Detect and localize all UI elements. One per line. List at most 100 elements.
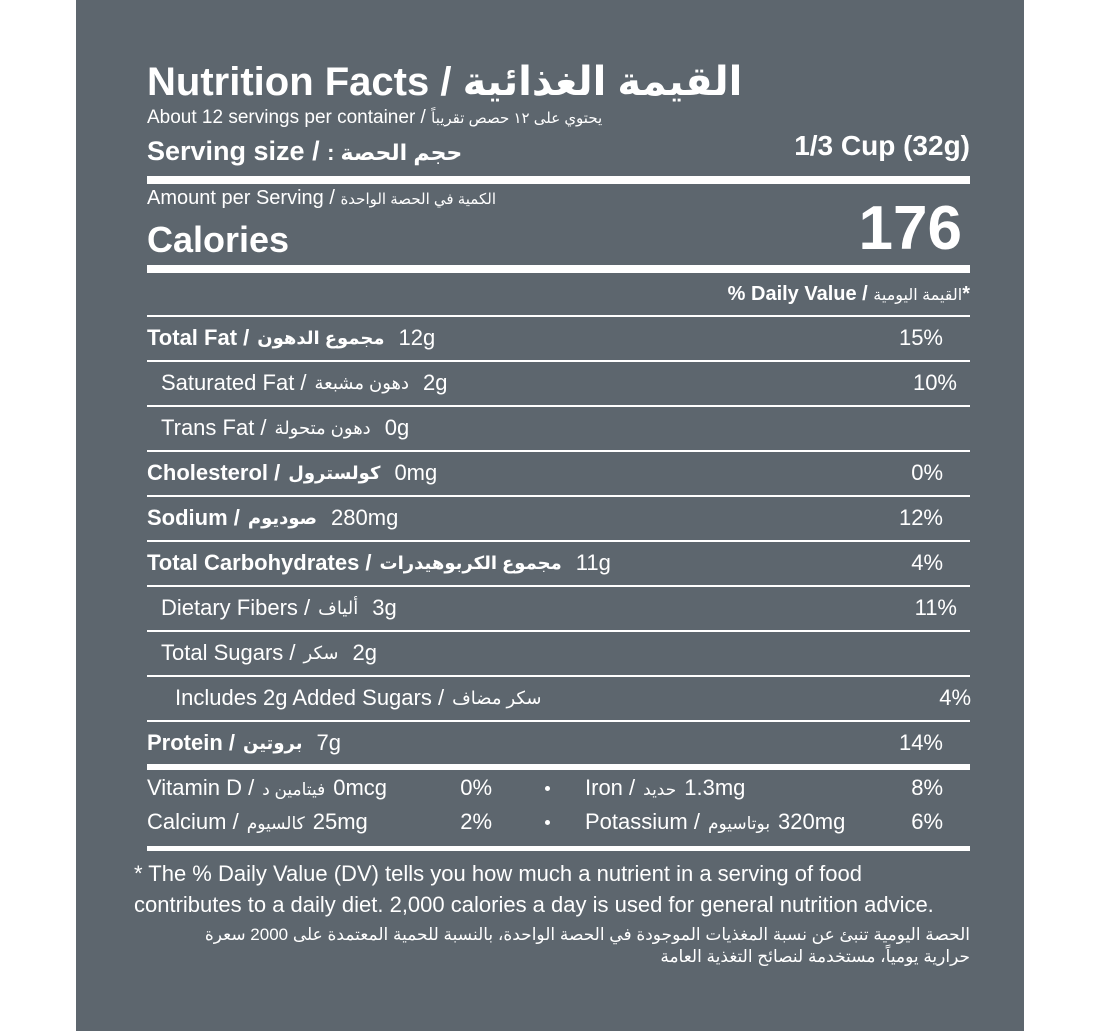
amount-per-serving: Amount per Serving / الكمية في الحصة الو… <box>147 188 496 208</box>
amount-ar: الكمية في الحصة الواحدة <box>340 191 497 208</box>
nutrient-amount: 2g <box>423 370 448 395</box>
nutrient-dv: 15% <box>898 325 943 350</box>
thin-rule <box>147 720 970 722</box>
nutrient-amount: 7g <box>316 730 341 755</box>
serving-size: Serving size / حجم الحصة : <box>147 138 462 165</box>
vitamin-name: Iron / <box>585 775 636 800</box>
nutrient-name-ar: دهون مشبعة <box>314 372 410 393</box>
nutrient-dv: 4% <box>939 685 971 710</box>
nutrient-name-ar: دهون متحولة <box>274 417 371 438</box>
thin-rule <box>147 540 970 542</box>
thin-rule <box>147 315 970 317</box>
thin-rule <box>147 585 970 587</box>
nutrient-dv: 10% <box>912 370 957 395</box>
vitamin-name-ar: حديد <box>643 780 677 799</box>
thin-rule <box>147 360 970 362</box>
nutrient-dv: 4% <box>911 550 943 575</box>
serving-label-ar: حجم الحصة : <box>327 140 463 165</box>
nutrient-row: Includes 2g Added Sugars / سكر مضاف 4% <box>147 683 971 713</box>
vitamin-entry: Calcium / كالسيوم 25mg <box>147 809 368 835</box>
nutrient-name: Saturated Fat / <box>161 370 307 395</box>
vitamin-amount: 0mcg <box>333 775 388 800</box>
nutrient-amount: 280mg <box>331 505 399 530</box>
dv-ar: القيمة اليومية <box>873 287 963 304</box>
nutrient-name: Total Carbohydrates / <box>147 550 372 575</box>
nutrient-amount: 2g <box>352 640 377 665</box>
calories-label: Calories <box>147 219 290 260</box>
thin-rule <box>147 405 970 407</box>
servings: About 12 servings per container / يحتوي … <box>147 108 602 127</box>
vitamin-dv: 0% <box>460 775 492 800</box>
vitamin-amount: 25mg <box>312 809 368 834</box>
nutrient-name-ar: صوديوم <box>247 507 318 528</box>
serving-size-value: 1/3 Cup (32g) <box>794 130 970 161</box>
nutrient-name: Sodium / <box>147 505 240 530</box>
nutrient-row: Sodium / صوديوم 280mg 12% <box>147 503 943 533</box>
nutrient-name: Trans Fat / <box>161 415 267 440</box>
thick-rule <box>147 176 970 184</box>
nutrient-dv: 11% <box>914 595 957 620</box>
daily-value-header: % Daily Value / القيمة اليومية* <box>728 284 970 304</box>
nutrient-name-ar: كولسترول <box>288 462 381 483</box>
thin-rule <box>147 495 970 497</box>
nutrient-amount: 0mg <box>394 460 438 485</box>
dv-en: % Daily Value / <box>727 283 868 305</box>
nutrient-amount: 12g <box>398 325 436 350</box>
thick-rule <box>147 846 970 851</box>
thin-rule <box>147 630 970 632</box>
amount-en: Amount per Serving / <box>147 187 335 209</box>
nutrient-amount: 0g <box>384 415 410 440</box>
nutrient-row: Trans Fat / دهون متحولة 0g <box>147 413 957 443</box>
footnote-en: * The % Daily Value (DV) tells you how m… <box>134 861 934 917</box>
servings-ar: يحتوي على ١٢ حصص تقريباً <box>431 110 603 127</box>
nutrient-row: Dietary Fibers / ألياف 3g 11% <box>147 593 957 623</box>
vitamin-entry: Iron / حديد 1.3mg <box>585 775 745 801</box>
nutrient-row: Protein / بروتين 7g 14% <box>147 728 943 758</box>
bullet <box>545 820 550 825</box>
thin-rule <box>147 675 970 677</box>
thick-rule <box>147 764 970 770</box>
nutrient-name-ar: سكر مضاف <box>452 687 542 708</box>
nutrient-name: Includes 2g Added Sugars / <box>175 685 445 710</box>
vitamin-name-ar: بوتاسيوم <box>707 814 771 833</box>
nutrient-name-ar: مجموع الكربوهيدرات <box>379 552 562 573</box>
vitamin-amount: 320mg <box>778 809 846 834</box>
vitamin-name: Calcium / <box>147 809 239 834</box>
nutrient-amount: 11g <box>575 550 611 575</box>
nutrient-row: Total Carbohydrates / مجموع الكربوهيدرات 1… <box>147 548 943 578</box>
vitamin-dv: 2% <box>460 809 492 834</box>
dv-mark: * <box>962 283 970 305</box>
nutrient-name: Total Fat / <box>147 325 250 350</box>
vitamin-dv: 8% <box>911 775 943 800</box>
calories-value: 176 <box>858 194 962 263</box>
title: Nutrition Facts / القيمة الغذائية <box>147 62 742 102</box>
nutrient-dv: 0% <box>911 460 943 485</box>
nutrient-name-ar: مجموع الدهون <box>257 327 385 348</box>
nutrient-row: Cholesterol / كولسترول 0mg 0% <box>147 458 943 488</box>
nutrient-row: Total Sugars / سكر 2g <box>147 638 957 668</box>
nutrient-dv: 14% <box>898 730 943 755</box>
bullet <box>545 786 550 791</box>
nutrition-label: Nutrition Facts / القيمة الغذائية About … <box>76 0 1024 1031</box>
nutrient-name: Dietary Fibers / <box>161 595 311 620</box>
nutrient-amount: 3g <box>372 595 397 620</box>
nutrient-name-ar: ألياف <box>318 597 359 618</box>
vitamin-entry: Vitamin D / فيتامين د 0mcg <box>147 775 387 801</box>
nutrient-name-ar: بروتين <box>243 732 303 753</box>
thick-rule <box>147 265 970 273</box>
servings-en: About 12 servings per container / <box>147 107 426 128</box>
nutrient-dv: 12% <box>898 505 943 530</box>
vitamin-name: Vitamin D / <box>147 775 255 800</box>
serving-label-en: Serving size / <box>147 136 320 166</box>
vitamin-entry: Potassium / بوتاسيوم 320mg <box>585 809 845 835</box>
vitamin-dv: 6% <box>911 809 943 834</box>
vitamin-amount: 1.3mg <box>684 775 746 800</box>
vitamin-name: Potassium / <box>585 809 700 834</box>
nutrient-row: Total Fat / مجموع الدهون 12g 15% <box>147 323 943 353</box>
title-ar: القيمة الغذائية <box>462 60 743 104</box>
nutrient-row: Saturated Fat / دهون مشبعة 2g 10% <box>147 368 957 398</box>
footnote-ar: الحصة اليومية تنبئ عن نسبة المغذيات المو… <box>204 925 970 966</box>
nutrient-name: Protein / <box>147 730 236 755</box>
vitamin-name-ar: فيتامين د <box>262 780 326 799</box>
